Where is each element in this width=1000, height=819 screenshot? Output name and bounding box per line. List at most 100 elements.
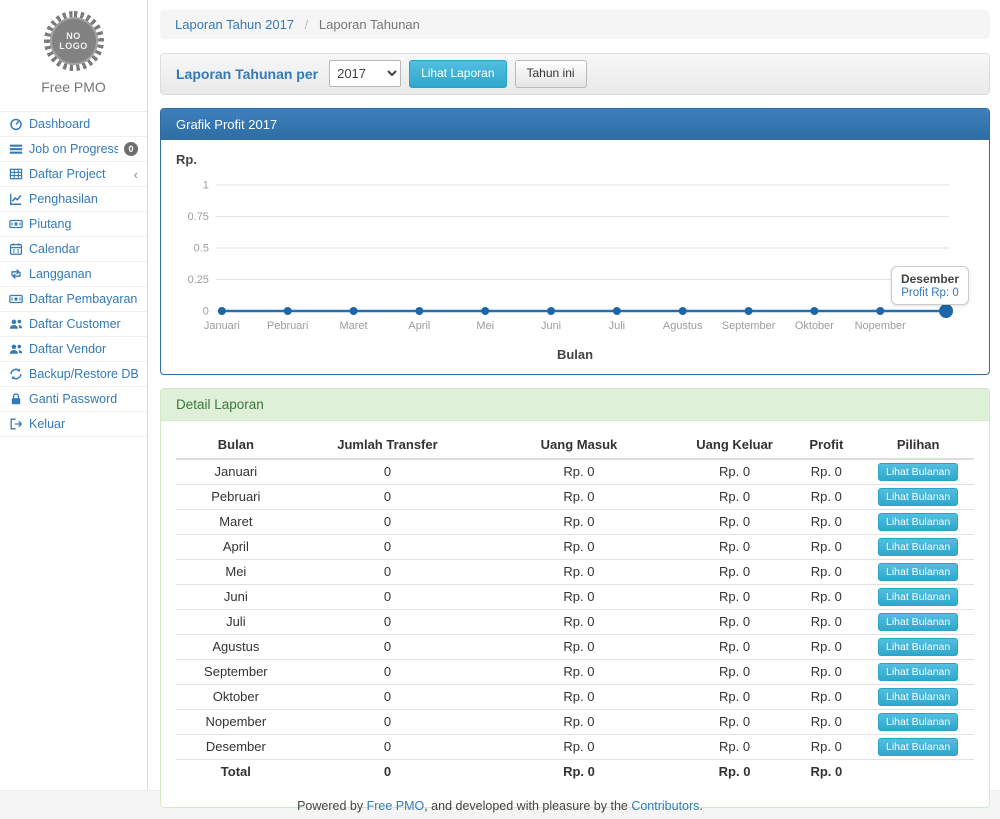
toolbar-label: Laporan Tahunan per: [176, 65, 319, 82]
lihat-bulanan-button[interactable]: Lihat Bulanan: [878, 737, 959, 756]
main-content: Laporan Tahun 2017 / Laporan Tahunan Lap…: [148, 0, 1000, 809]
cell-jumlah_transfer: 0: [295, 608, 480, 635]
cell-profit: Rp. 0: [790, 483, 863, 510]
report-toolbar-panel: Laporan Tahunan per 2017 Lihat Laporan T…: [160, 53, 990, 95]
col-header-pilihan: Pilihan: [862, 430, 974, 460]
cell-pilihan: Lihat Bulanan: [862, 683, 974, 710]
cell-bulan: Mei: [176, 558, 296, 585]
sidebar-item-label: Daftar Vendor: [29, 342, 107, 356]
col-header-profit: Profit: [790, 430, 863, 460]
cell-uang_masuk: Rp. 0: [479, 558, 679, 585]
sidebar: NO LOGO Free PMO Dashboard Job on Progres…: [0, 0, 148, 790]
lihat-bulanan-button[interactable]: Lihat Bulanan: [878, 462, 959, 481]
cell-pilihan: [862, 758, 974, 784]
table-row: Maret 0 Rp. 0 Rp. 0 Rp. 0 Lihat Bulanan: [176, 508, 974, 535]
cell-bulan: September: [176, 658, 296, 685]
sidebar-item-piutang[interactable]: Piutang: [0, 212, 147, 237]
sidebar-item-label: Dashboard: [29, 117, 91, 131]
cell-uang_keluar: Rp. 0: [678, 683, 791, 710]
cell-pilihan: Lihat Bulanan: [862, 633, 974, 660]
dashboard-icon: [9, 117, 23, 131]
detail-laporan-panel: Detail Laporan Bulan Jumlah Transfer Uang …: [160, 387, 990, 809]
sidebar-item-daftar-customer[interactable]: Daftar Customer: [0, 312, 147, 337]
sidebar-item-daftar-vendor[interactable]: Daftar Vendor: [0, 337, 147, 362]
svg-text:Januari: Januari: [204, 320, 240, 332]
sidebar-item-label: Daftar Customer: [29, 317, 121, 331]
sidebar-item-label: Piutang: [29, 217, 72, 231]
sidebar-item-keluar[interactable]: Keluar: [0, 412, 147, 437]
tooltip-value: Profit Rp: 0: [901, 286, 959, 299]
free-pmo-link[interactable]: Free PMO: [366, 799, 425, 813]
sidebar-item-ganti-password[interactable]: Ganti Password: [0, 387, 147, 412]
sidebar-item-langganan[interactable]: Langganan: [0, 262, 147, 287]
cell-uang_masuk: Rp. 0: [479, 608, 679, 635]
cell-profit: Rp. 0: [790, 608, 863, 635]
logo-block: NO LOGO Free PMO: [0, 0, 147, 103]
cell-bulan: Januari: [214, 464, 258, 480]
tahun-ini-button[interactable]: Tahun ini: [514, 60, 587, 88]
sidebar-item-daftar-project[interactable]: Daftar Project ‹: [0, 162, 147, 187]
cell-uang_keluar: Rp. 0: [678, 708, 791, 735]
lihat-bulanan-button[interactable]: Lihat Bulanan: [878, 687, 959, 706]
lihat-bulanan-button[interactable]: Lihat Bulanan: [878, 587, 959, 606]
refresh-icon: [9, 367, 23, 381]
year-select[interactable]: 2017: [329, 60, 402, 88]
lihat-bulanan-button[interactable]: Lihat Bulanan: [878, 562, 959, 581]
sidebar-item-dashboard[interactable]: Dashboard: [0, 112, 147, 137]
table-row: Oktober 0 Rp. 0 Rp. 0 Rp. 0 Lihat Bulanan: [176, 683, 974, 710]
sidebar-item-backup-restore-db[interactable]: Backup/Restore DB: [0, 362, 147, 387]
lihat-bulanan-button[interactable]: Lihat Bulanan: [878, 662, 959, 681]
cell-uang_keluar: Rp. 0: [678, 758, 791, 784]
table-row: Juli 0 Rp. 0 Rp. 0 Rp. 0 Lihat Bulanan: [176, 608, 974, 635]
cell-uang_masuk: Rp. 0: [479, 508, 679, 535]
lihat-bulanan-button[interactable]: Lihat Bulanan: [878, 537, 959, 556]
brand-name: Free PMO: [41, 79, 106, 95]
cell-uang_keluar: Rp. 0: [678, 508, 791, 535]
cell-bulan: Maret: [176, 508, 296, 535]
table-row: Pebruari 0 Rp. 0 Rp. 0 Rp. 0 Lihat Bulanan: [176, 483, 974, 510]
table-header-row: Bulan Jumlah Transfer Uang Masuk Uang Kelua…: [176, 430, 974, 460]
lihat-bulanan-button[interactable]: Lihat Bulanan: [878, 637, 959, 656]
sidebar-item-penghasilan[interactable]: Penghasilan: [0, 187, 147, 212]
contributors-link[interactable]: Contributors: [631, 799, 700, 813]
table-row: Nopember 0 Rp. 0 Rp. 0 Rp. 0 Lihat Bulanan: [176, 708, 974, 735]
sidebar-item-calendar[interactable]: Calendar: [0, 237, 147, 262]
cell-jumlah_transfer: 0: [295, 483, 480, 510]
lihat-bulanan-button[interactable]: Lihat Bulanan: [878, 612, 959, 631]
lihat-laporan-button[interactable]: Lihat Laporan: [409, 60, 507, 88]
cell-pilihan: Lihat Bulanan: [862, 483, 974, 510]
col-header-bulan: Bulan: [176, 430, 296, 460]
cell-bulan: Pebruari: [176, 483, 296, 510]
cell-jumlah_transfer: 0: [295, 683, 480, 710]
line-chart-icon: [9, 192, 23, 206]
svg-text:Agustus: Agustus: [663, 320, 703, 332]
logo-text-line2: LOGO: [59, 41, 88, 51]
cell-pilihan: Lihat Bulanan: [862, 459, 974, 485]
svg-text:Nopember: Nopember: [855, 320, 906, 332]
lihat-bulanan-button[interactable]: Lihat Bulanan: [878, 712, 959, 731]
chart-tooltip: Desember Profit Rp: 0: [890, 265, 969, 305]
lihat-bulanan-button[interactable]: Lihat Bulanan: [878, 487, 959, 506]
cell-profit: Rp. 0: [790, 758, 863, 784]
table-row: Juni 0 Rp. 0 Rp. 0 Rp. 0 Lihat Bulanan: [176, 583, 974, 610]
sidebar-item-daftar-pembayaran[interactable]: Daftar Pembayaran: [0, 287, 147, 312]
cell-uang_keluar: Rp. 0: [678, 533, 791, 560]
cell-pilihan: Lihat Bulanan: [862, 608, 974, 635]
sidebar-item-label: Backup/Restore DB: [29, 367, 138, 381]
cell-uang_keluar: Rp. 0: [719, 464, 751, 480]
breadcrumb-separator: /: [304, 17, 309, 32]
money-icon: [9, 217, 23, 231]
tasks-icon: [9, 142, 23, 156]
sidebar-menu: Dashboard Job on Progress 0 Daftar Project ‹…: [0, 111, 147, 437]
sidebar-item-label: Ganti Password: [29, 392, 118, 406]
cell-jumlah_transfer: 0: [295, 708, 480, 735]
svg-text:September: September: [722, 320, 776, 332]
cell-bulan: April: [176, 533, 296, 560]
lihat-bulanan-button[interactable]: Lihat Bulanan: [878, 512, 959, 531]
chart-panel-title: Grafik Profit 2017: [161, 108, 989, 140]
chart-y-axis-title: Rp.: [176, 151, 197, 167]
count-badge: 0: [124, 142, 138, 156]
cell-jumlah_transfer: 0: [295, 733, 480, 760]
sidebar-item-job-on-progress[interactable]: Job on Progress 0: [0, 137, 147, 162]
breadcrumb-link[interactable]: Laporan Tahun 2017: [175, 17, 295, 32]
